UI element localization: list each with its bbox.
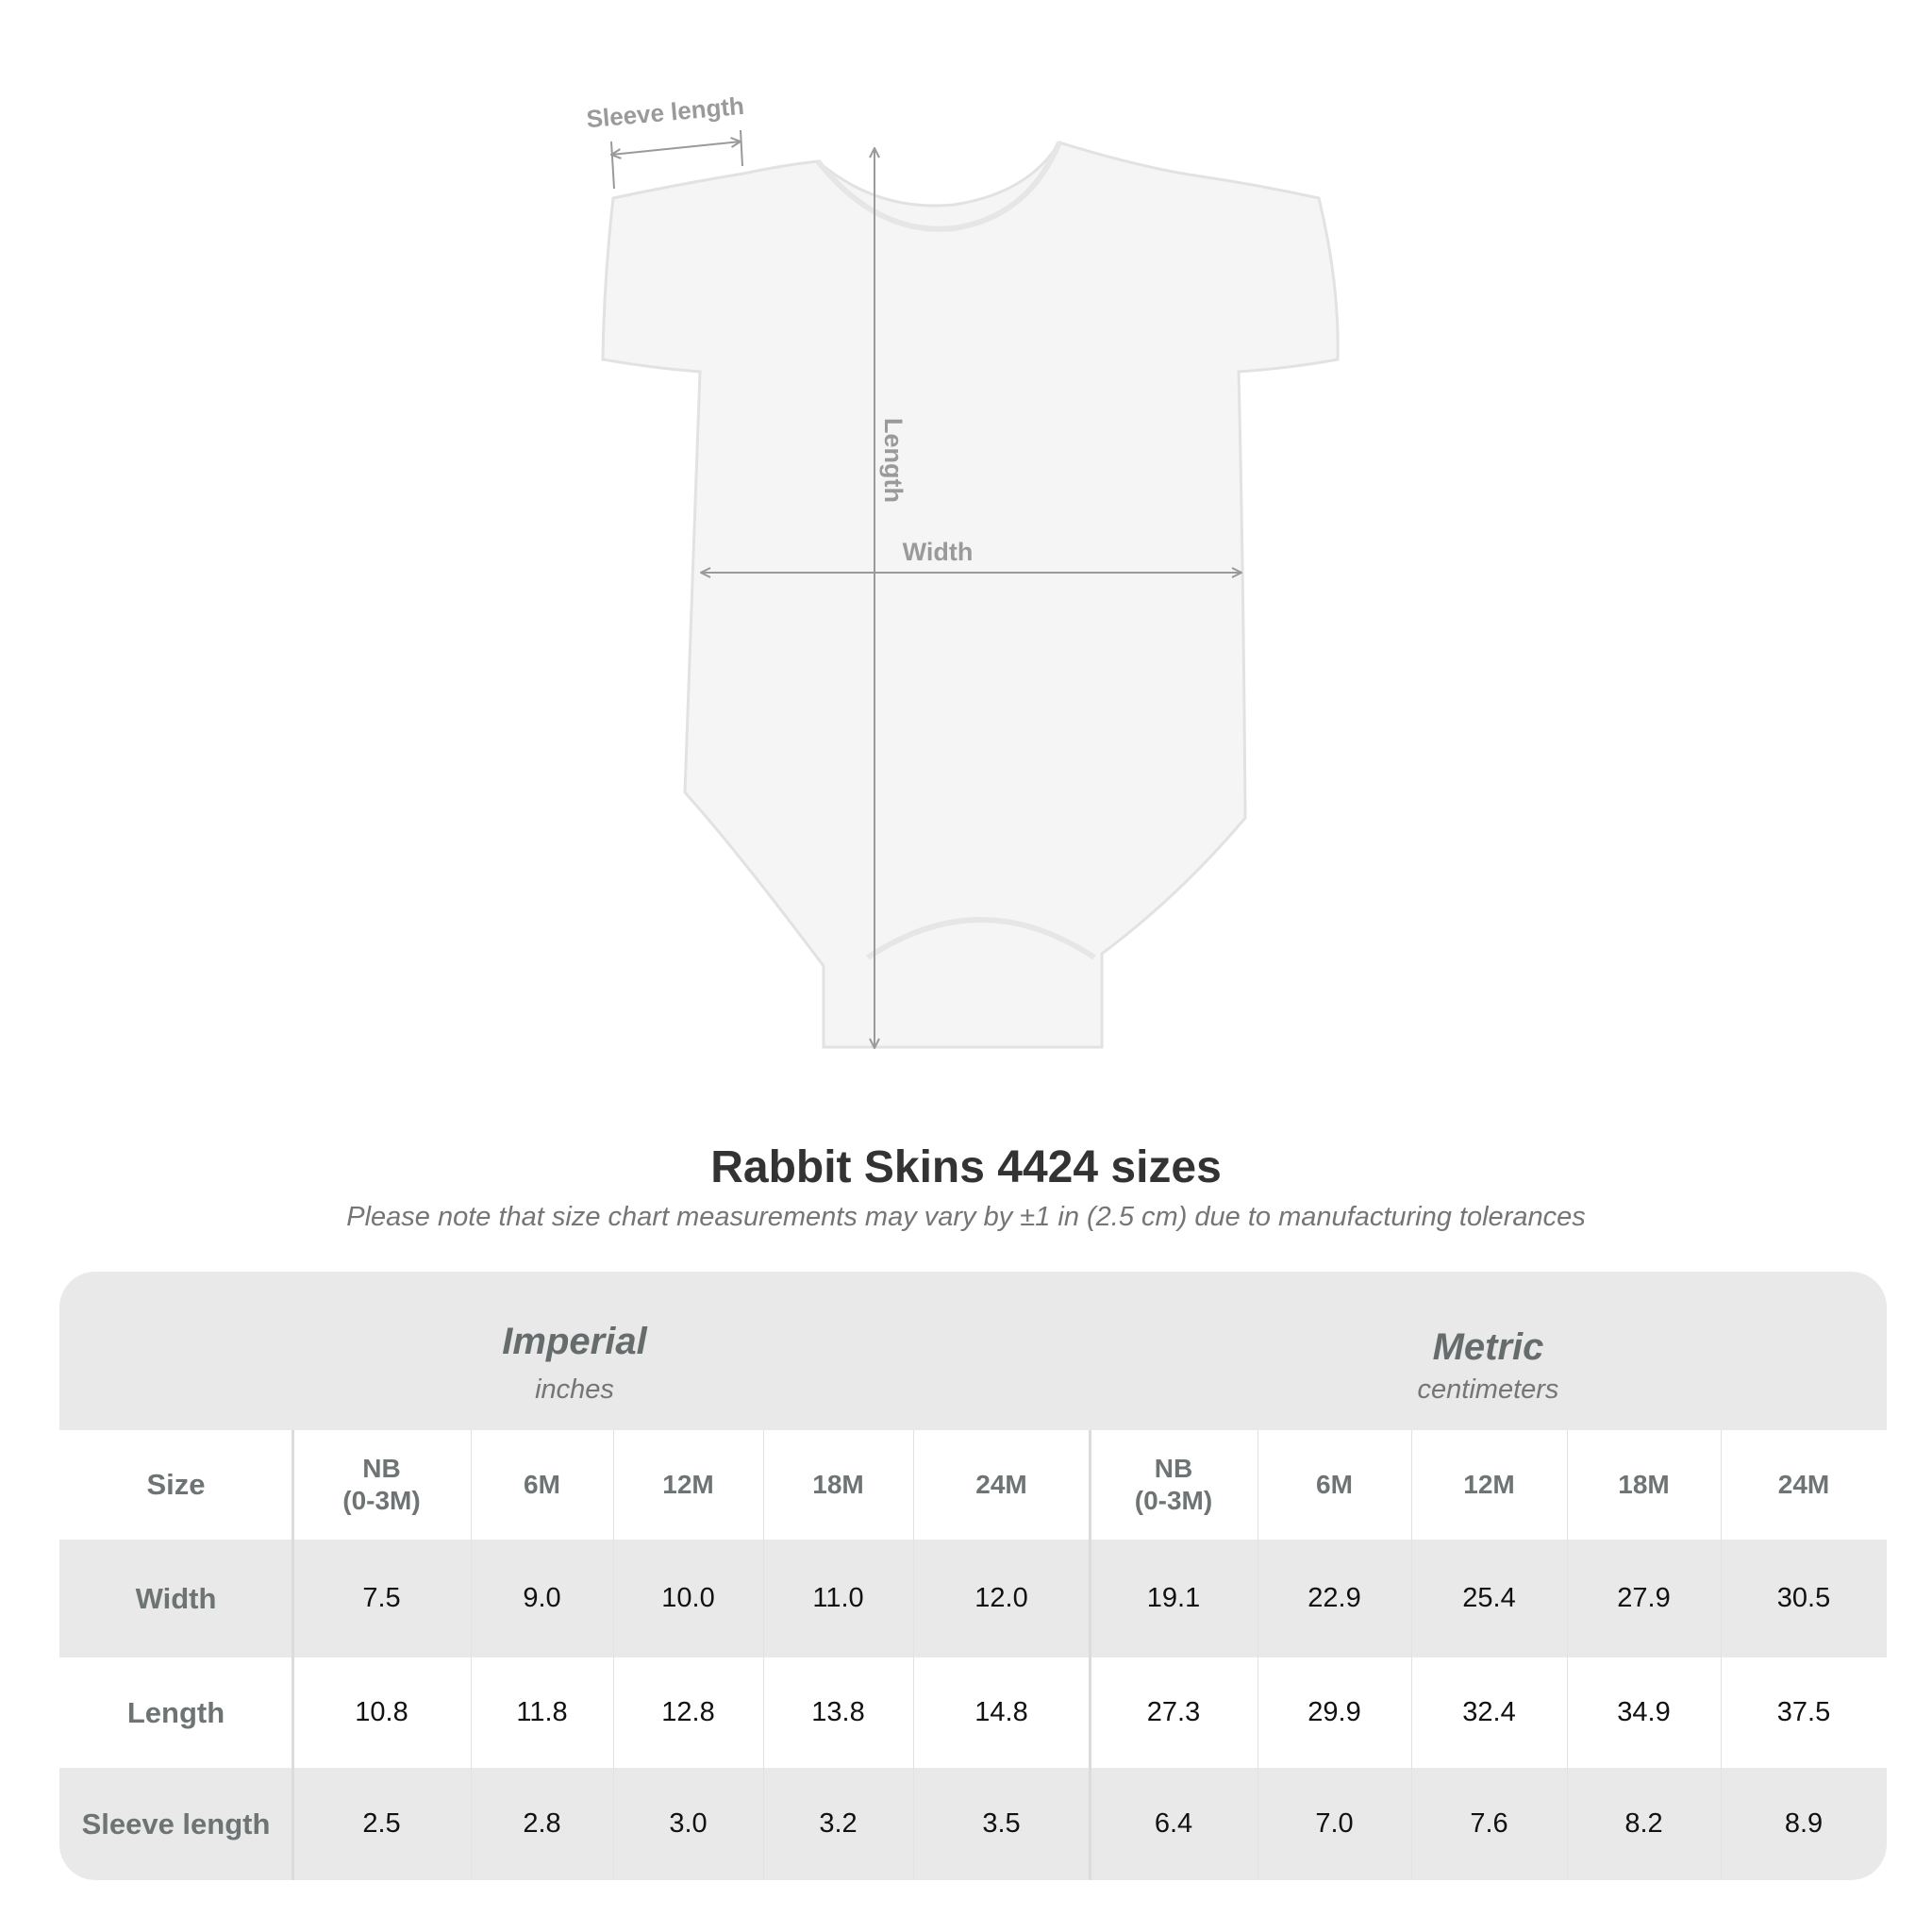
column-divider — [291, 1430, 294, 1880]
imperial-group-header: Imperial inches — [292, 1321, 857, 1406]
sleeve-arrow — [611, 142, 741, 155]
measurement-cell: 7.5 — [362, 1583, 401, 1613]
sleeve-tick — [610, 141, 615, 190]
column-divider — [1257, 1430, 1258, 1880]
row-label: Width — [135, 1581, 217, 1615]
measurement-cell: 10.8 — [355, 1697, 408, 1727]
neckline — [815, 141, 1062, 232]
sleeve-label: Sleeve length — [585, 92, 745, 133]
measurement-cell: 6.4 — [1154, 1808, 1193, 1839]
measurement-cell: 8.2 — [1624, 1808, 1663, 1839]
measurement-cell: 27.3 — [1146, 1697, 1201, 1727]
page-title: Rabbit Skins 4424 sizes — [710, 1142, 1222, 1192]
imperial-unit: inches — [535, 1374, 614, 1405]
size-column-header: 24M — [975, 1470, 1027, 1500]
measurement-cell: 30.5 — [1776, 1583, 1831, 1613]
column-divider — [1411, 1430, 1412, 1880]
size-column-header: 6M — [1316, 1470, 1353, 1500]
measurement-cell: 10.0 — [661, 1583, 715, 1613]
size-column-header: 24M — [1777, 1470, 1830, 1500]
measurement-cell: 14.8 — [974, 1697, 1028, 1727]
metric-group-header: Metric centimeters — [1090, 1326, 1887, 1406]
size-column-header: 12M — [662, 1470, 714, 1500]
size-column-header: 6M — [524, 1470, 560, 1500]
measurement-cell: 3.2 — [819, 1808, 858, 1839]
measurement-cell: 3.0 — [669, 1808, 708, 1839]
measurement-cell: 7.0 — [1315, 1808, 1354, 1839]
row-band — [59, 1768, 1887, 1880]
sleeve-tick — [740, 129, 743, 167]
measurement-cell: 9.0 — [523, 1583, 561, 1613]
measurement-cell: 2.8 — [523, 1808, 561, 1839]
column-divider — [613, 1430, 614, 1880]
tolerance-note: Please note that size chart measurements… — [346, 1202, 1586, 1232]
measurement-cell: 19.1 — [1146, 1583, 1201, 1613]
width-label: Width — [903, 538, 974, 566]
row-band — [59, 1540, 1887, 1657]
size-column-header: 18M — [812, 1470, 864, 1500]
measurement-cell: 11.0 — [812, 1583, 864, 1613]
size-column-header: 12M — [1463, 1470, 1515, 1500]
row-label: Length — [126, 1695, 225, 1729]
measurement-cell: 27.9 — [1617, 1583, 1671, 1613]
measurement-cell: 3.5 — [982, 1808, 1021, 1839]
measurement-cell: 12.0 — [974, 1583, 1028, 1613]
size-column-header: 18M — [1618, 1470, 1670, 1500]
measurement-cell: 29.9 — [1307, 1697, 1361, 1727]
row-label: Sleeve length — [81, 1807, 271, 1840]
measurement-cell: 2.5 — [362, 1808, 401, 1839]
snap-flap — [866, 917, 1096, 960]
measurement-cell: 32.4 — [1462, 1697, 1516, 1727]
column-divider — [1567, 1430, 1568, 1880]
measurement-cell: 11.8 — [516, 1697, 568, 1727]
measurement-cell: 13.8 — [811, 1697, 865, 1727]
header-band — [59, 1272, 1887, 1430]
measurement-cell: 37.5 — [1776, 1697, 1831, 1727]
column-divider — [913, 1430, 914, 1880]
size-table: Imperial inches Metric centimeters Size N… — [59, 1272, 1887, 1880]
size-column-header: NB (0-3M) — [342, 1454, 421, 1515]
measurement-cell: 12.8 — [661, 1697, 715, 1727]
length-label: Length — [879, 418, 908, 503]
measurement-cell: 8.9 — [1784, 1808, 1824, 1839]
column-divider — [471, 1430, 472, 1880]
size-column-header: NB (0-3M) — [1134, 1454, 1213, 1515]
metric-title: Metric — [1432, 1326, 1544, 1368]
measurement-cell: 22.9 — [1307, 1583, 1361, 1613]
imperial-title: Imperial — [502, 1321, 647, 1362]
onesie-diagram: Sleeve length Width Length — [585, 92, 1340, 1113]
size-header: Size — [146, 1468, 206, 1501]
onesie-body — [601, 141, 1340, 1049]
measurement-cell: 7.6 — [1470, 1808, 1508, 1839]
metric-unit: centimeters — [1417, 1374, 1559, 1405]
measurement-cell: 25.4 — [1462, 1583, 1516, 1613]
column-divider — [1089, 1430, 1091, 1880]
measurement-cell: 34.9 — [1617, 1697, 1671, 1727]
column-divider — [763, 1430, 764, 1880]
column-divider — [1721, 1430, 1722, 1880]
